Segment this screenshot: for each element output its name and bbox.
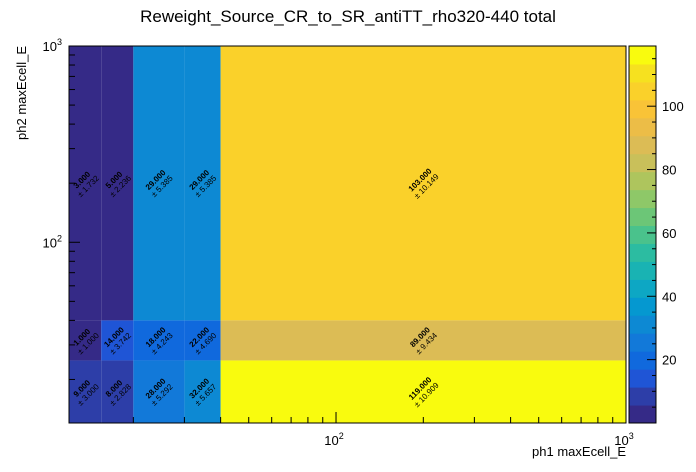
colorbar-swatch: [629, 189, 656, 209]
colorbar-frame: [628, 45, 657, 424]
y-tick-label: 103: [43, 37, 62, 54]
heatmap-cell: [101, 320, 134, 361]
y-axis: 102 103: [43, 37, 80, 380]
y-axis-label: ph2 maxEcell_E: [14, 46, 29, 140]
colorbar-tick-label: 60: [662, 226, 676, 241]
colorbar-swatch: [629, 117, 656, 137]
y-tick-label: 102: [43, 233, 62, 250]
x-axis: 102 103: [132, 412, 634, 448]
x-axis-label: ph1 maxEcell_E: [532, 444, 626, 459]
colorbar-swatch: [629, 99, 656, 119]
heatmap-cell: [133, 360, 185, 423]
heatmap-cell: [184, 360, 221, 423]
colorbar-swatch: [629, 369, 656, 388]
heatmap-cell: [133, 320, 185, 361]
colorbar-swatch: [629, 297, 656, 316]
colorbar-swatch: [629, 351, 656, 370]
plot-frame: [68, 45, 627, 424]
colorbar-swatch: [629, 225, 656, 244]
colorbar-swatch: [629, 243, 656, 262]
colorbar-swatch: [629, 207, 656, 227]
colorbar-swatch: [629, 333, 656, 352]
heatmap-cell: [220, 360, 627, 423]
heatmap-cell: [101, 360, 134, 423]
heatmap-cell: [69, 360, 102, 423]
colorbar-swatch: [629, 153, 656, 173]
heatmap-cell: [133, 46, 185, 321]
x-tick-label: 103: [614, 431, 633, 448]
colorbar: 20 40 60 80 100: [628, 45, 684, 424]
colorbar-swatch: [629, 279, 656, 298]
colorbar-tick-label: 40: [662, 289, 676, 304]
x-tick-label: 102: [324, 431, 343, 448]
colorbar-swatch: [629, 46, 656, 65]
colorbar-swatch: [629, 135, 656, 155]
heatmap-cell: [220, 320, 627, 361]
colorbar-swatch: [629, 171, 656, 191]
heatmap-cell: [220, 46, 627, 321]
colorbar-swatch: [629, 387, 656, 406]
chart-title: Reweight_Source_CR_to_SR_antiTT_rho320-4…: [140, 7, 556, 26]
colorbar-swatch: [629, 405, 656, 424]
heatmap-cell: [184, 320, 221, 361]
colorbar-tick-label: 100: [662, 99, 684, 114]
heatmap-cell: [69, 320, 102, 361]
colorbar-swatch: [629, 261, 656, 280]
heatmap-cell: [184, 46, 221, 321]
colorbar-swatch: [629, 315, 656, 334]
heatmap-cells: [69, 46, 627, 423]
colorbar-swatch: [629, 81, 656, 101]
colorbar-tick-label: 20: [662, 353, 676, 368]
colorbar-swatch: [629, 63, 656, 83]
heatmap-cell: [101, 46, 134, 321]
colorbar-tick-label: 80: [662, 163, 676, 178]
